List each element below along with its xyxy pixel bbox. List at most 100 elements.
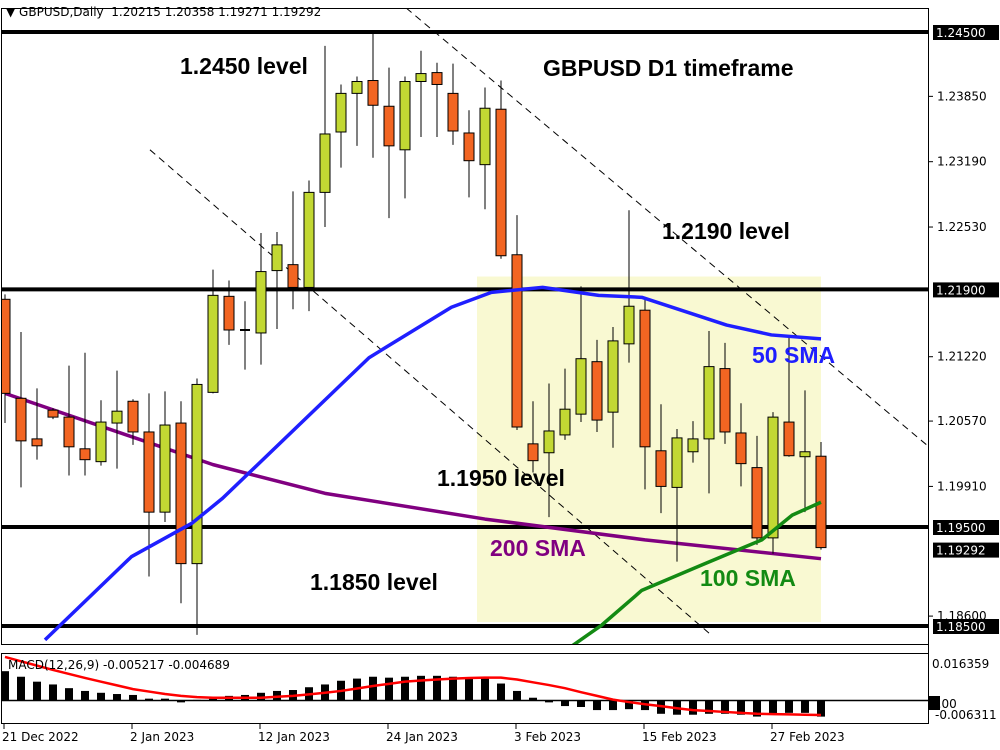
annotation-1-2450-level: 1.2450 level	[180, 53, 308, 79]
macd-histogram-bar	[401, 676, 409, 701]
price-tick-label: 1.21220	[937, 350, 987, 364]
candle	[287, 191, 299, 310]
macd-histogram-bar	[737, 700, 745, 715]
candle-body-bear	[815, 455, 827, 549]
macd-histogram-bar	[369, 676, 377, 701]
candle-body-bear	[719, 368, 731, 433]
annotation-1-1850-level: 1.1850 level	[310, 569, 438, 595]
sma50-line	[43, 285, 822, 642]
candle	[207, 269, 219, 394]
time-tick-label: 27 Feb 2023	[770, 730, 845, 744]
annotation-100-sma: 100 SMA	[700, 565, 796, 591]
macd-histogram-bar	[689, 700, 697, 715]
candle	[367, 33, 379, 158]
candle	[351, 76, 363, 146]
candle	[719, 342, 731, 444]
current-price-label: 1.19292	[936, 544, 986, 558]
candle-body-bear	[2, 298, 11, 394]
candle-body-bull	[671, 437, 683, 488]
candle-body-bear	[735, 432, 747, 465]
candle-body-bull	[191, 383, 203, 565]
main-plot	[2, 8, 928, 644]
candle-body-bear	[287, 264, 299, 288]
candle	[559, 368, 571, 440]
macd-histogram-bar	[785, 700, 793, 713]
candle	[175, 401, 187, 604]
candle	[799, 390, 811, 513]
candle-body-bull	[479, 107, 491, 166]
candle	[63, 365, 75, 476]
candle-body-bear	[223, 295, 235, 331]
macd-histogram-bar	[417, 675, 425, 701]
candle	[815, 442, 827, 550]
candle	[240, 301, 250, 370]
macd-histogram-bar	[753, 700, 761, 717]
dropdown-triangle-icon[interactable]: ▼	[6, 5, 20, 19]
trendline-0	[149, 149, 713, 637]
ohlc-readout: 1.20215 1.20358 1.19271 1.19292	[111, 5, 322, 19]
price-tick-label: 1.23850	[937, 89, 987, 103]
level-price-label-bg	[933, 520, 999, 535]
sma100-line	[571, 500, 822, 644]
time-tick-label: 24 Jan 2023	[386, 730, 458, 744]
candle-body-bear	[47, 409, 59, 418]
macd-histogram-bar	[145, 698, 153, 701]
macd-histogram-bar	[561, 700, 569, 707]
macd-histogram-bar	[65, 688, 73, 701]
macd-histogram-bar	[705, 700, 713, 714]
macd-histogram-bar	[97, 692, 105, 701]
price-tick-label: 1.22530	[937, 220, 987, 234]
level-price-label-bg	[933, 619, 999, 634]
candle-body-bull	[703, 366, 715, 440]
annotation-1-2190-level: 1.2190 level	[662, 218, 790, 244]
candle-body-bear	[591, 361, 603, 421]
macd-histogram-bar	[529, 697, 537, 701]
candle	[607, 327, 619, 448]
candle-body-bear	[751, 467, 763, 539]
candle-body-bear	[511, 254, 523, 428]
candle	[271, 231, 283, 329]
symbol-label: GBPUSD,Daily	[19, 5, 104, 19]
candle	[703, 330, 715, 494]
candle	[591, 339, 603, 432]
candle-body-bear	[79, 448, 91, 461]
candle	[399, 76, 411, 199]
candle-body-bear	[367, 80, 379, 106]
candle	[335, 84, 347, 168]
candle	[511, 215, 523, 430]
candle-body-bull	[255, 271, 267, 334]
candle	[319, 45, 331, 228]
price-tick-label: 1.20570	[937, 414, 987, 428]
candle	[783, 336, 795, 457]
level-price-label: 1.21900	[936, 283, 986, 297]
macd-histogram-bar	[433, 675, 441, 701]
candle-body-bull	[687, 438, 699, 453]
candle	[95, 400, 107, 466]
candle	[463, 110, 475, 198]
macd-histogram-bar	[33, 681, 41, 701]
candle-body-bull	[543, 430, 555, 454]
candle	[111, 370, 123, 469]
candle	[543, 383, 555, 518]
time-tick-label: 21 Dec 2022	[2, 730, 79, 744]
candle-body-bear	[655, 450, 667, 487]
candle	[383, 67, 395, 219]
macd-histogram-bar	[129, 694, 137, 701]
candle-body-bull	[767, 416, 779, 539]
macd-axis-zero: 0.00	[930, 697, 957, 711]
price-tick-label: 1.19910	[937, 479, 987, 493]
candle	[191, 378, 203, 635]
candle-body-bear	[463, 132, 475, 162]
candle-body-bear	[383, 105, 395, 147]
candle	[671, 428, 683, 562]
macd-histogram-bar	[17, 676, 25, 701]
candle-body-bull	[159, 424, 171, 513]
candle	[751, 435, 763, 545]
candle-body-bear	[175, 422, 187, 565]
price-tick-label: 1.23190	[937, 155, 987, 169]
candle-body-bull	[623, 305, 635, 345]
macd-histogram-bar	[609, 700, 617, 711]
candle-body-bear	[15, 397, 27, 442]
trendline-1	[405, 8, 927, 446]
